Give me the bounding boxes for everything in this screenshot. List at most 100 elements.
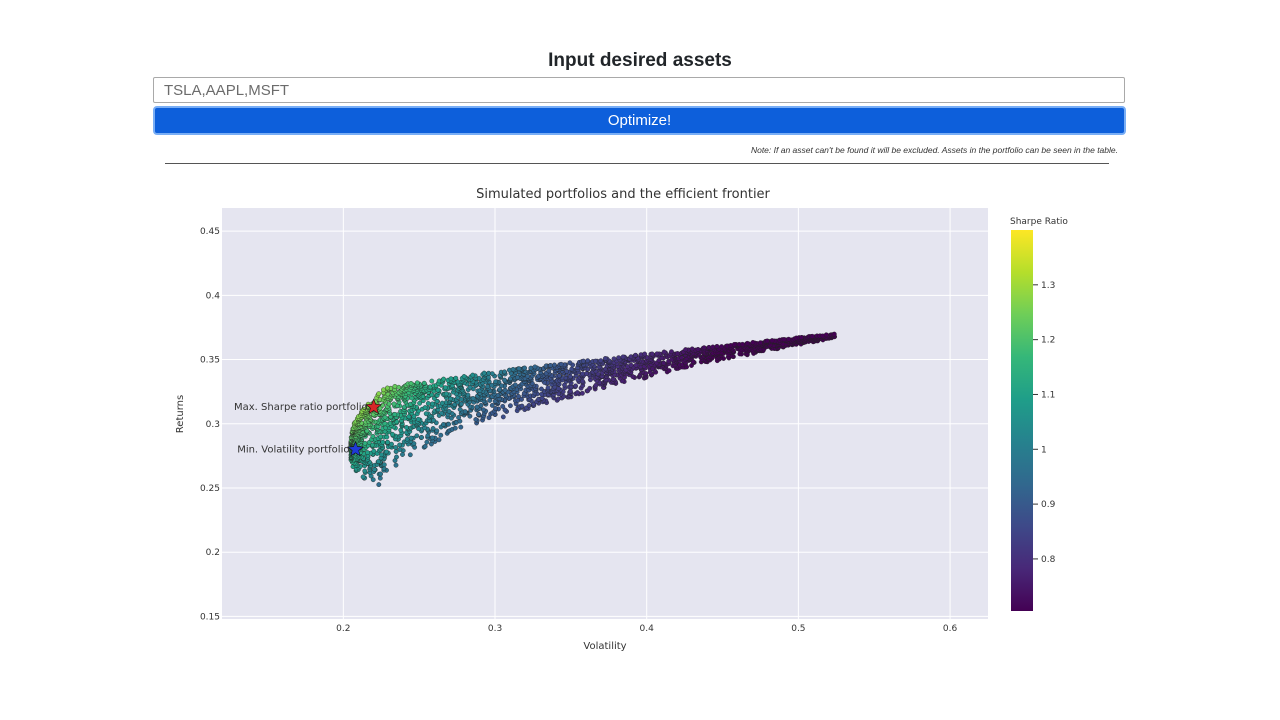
portfolio-point [407, 452, 413, 458]
portfolio-point [394, 454, 399, 460]
portfolio-point [453, 375, 459, 381]
portfolio-point [425, 401, 431, 406]
portfolio-point [745, 340, 750, 346]
y-tick-label: 0.3 [206, 420, 220, 430]
portfolio-point [569, 366, 575, 372]
portfolio-point [493, 379, 498, 385]
portfolio-point [602, 356, 608, 361]
portfolio-point [456, 415, 461, 420]
portfolio-point [750, 339, 756, 345]
portfolio-point [414, 380, 420, 386]
portfolio-point [633, 362, 639, 368]
portfolio-point [443, 391, 449, 397]
portfolio-point [575, 390, 580, 395]
portfolio-point [434, 398, 440, 404]
max-sharpe-star [365, 398, 383, 415]
portfolio-point [419, 434, 424, 440]
portfolio-point [462, 409, 468, 414]
portfolio-point [654, 351, 660, 357]
page-heading: Input desired assets [548, 50, 732, 71]
portfolio-point [502, 369, 507, 375]
portfolio-point [522, 365, 527, 371]
x-tick-label: 0.6 [943, 624, 958, 634]
y-tick-label: 0.25 [200, 484, 220, 494]
portfolio-point [628, 362, 634, 368]
portfolio-point [458, 424, 464, 430]
portfolio-point [393, 462, 399, 468]
portfolio-point [510, 366, 516, 372]
portfolio-point [781, 337, 787, 342]
portfolio-point [467, 413, 473, 419]
colorbar-tick-label: 1.3 [1041, 281, 1055, 291]
portfolio-point [429, 435, 435, 441]
portfolio-point [683, 347, 688, 352]
portfolio-point [446, 421, 451, 427]
portfolio-point [473, 417, 479, 422]
y-tick-label: 0.35 [200, 356, 220, 366]
portfolio-point [587, 385, 593, 391]
portfolio-point [689, 346, 695, 352]
colorbar-tick-label: 1 [1041, 445, 1047, 455]
min-volatility-star [347, 440, 364, 457]
optimize-button[interactable]: Optimize! [153, 106, 1126, 135]
portfolio-point [611, 356, 617, 362]
y-tick-label: 0.15 [200, 612, 220, 622]
portfolio-point [409, 395, 415, 401]
portfolio-point [500, 414, 506, 420]
portfolio-point [372, 467, 377, 472]
portfolio-point [556, 373, 562, 379]
portfolio-point [485, 383, 491, 389]
portfolio-point [584, 371, 589, 376]
portfolio-point [642, 351, 648, 357]
portfolio-point [392, 411, 398, 417]
portfolio-point [567, 360, 573, 366]
portfolio-point [516, 393, 521, 399]
colorbar-tick-label: 0.8 [1041, 555, 1056, 565]
portfolio-point [385, 439, 391, 445]
y-axis-ticks: 0.15 0.2 0.25 0.3 0.35 0.4 0.45 [200, 227, 220, 622]
portfolio-point [695, 346, 701, 352]
portfolio-point [397, 442, 402, 448]
portfolio-point [423, 411, 429, 417]
portfolio-point [493, 406, 498, 411]
portfolio-point [633, 352, 638, 358]
portfolio-point [512, 382, 518, 388]
portfolio-point [429, 378, 435, 384]
portfolio-point [593, 358, 598, 364]
portfolio-point [764, 338, 770, 344]
min-volatility-label: Min. Volatility portfolio [237, 444, 349, 455]
portfolio-point [393, 445, 398, 450]
portfolio-point [391, 401, 397, 407]
portfolio-point [404, 436, 410, 442]
y-tick-label: 0.45 [200, 227, 220, 237]
portfolio-point [769, 338, 775, 343]
portfolio-point [458, 401, 464, 407]
portfolio-point [371, 448, 377, 454]
x-axis-label: Volatility [583, 641, 626, 652]
portfolio-point [714, 343, 720, 349]
colorbar-tick-label: 1.2 [1041, 336, 1055, 346]
portfolio-point [507, 403, 513, 409]
portfolio-point [382, 421, 388, 427]
portfolio-point [515, 374, 520, 380]
portfolio-point [452, 425, 458, 431]
portfolio-point [580, 390, 585, 396]
colorbar-tick-label: 1.1 [1041, 390, 1055, 400]
chart-title: Simulated portfolios and the efficient f… [476, 187, 770, 202]
portfolio-point [526, 403, 532, 408]
colorbar-ticks: 0.8 0.9 1 1.1 1.2 1.3 [1033, 281, 1056, 565]
portfolio-point [546, 368, 552, 374]
portfolio-point [786, 336, 791, 342]
max-sharpe-label: Max. Sharpe ratio portfolio [234, 402, 368, 413]
divider [165, 163, 1109, 164]
portfolio-point [666, 368, 672, 373]
portfolio-point [740, 341, 745, 347]
y-tick-label: 0.2 [206, 548, 220, 558]
portfolio-point [661, 349, 667, 355]
x-axis-ticks: 0.2 0.3 0.4 0.5 0.6 [336, 624, 957, 634]
portfolio-point [440, 422, 446, 427]
assets-input[interactable] [153, 77, 1125, 103]
portfolio-point [799, 335, 804, 340]
portfolio-point [441, 376, 446, 382]
portfolio-point [404, 425, 409, 430]
